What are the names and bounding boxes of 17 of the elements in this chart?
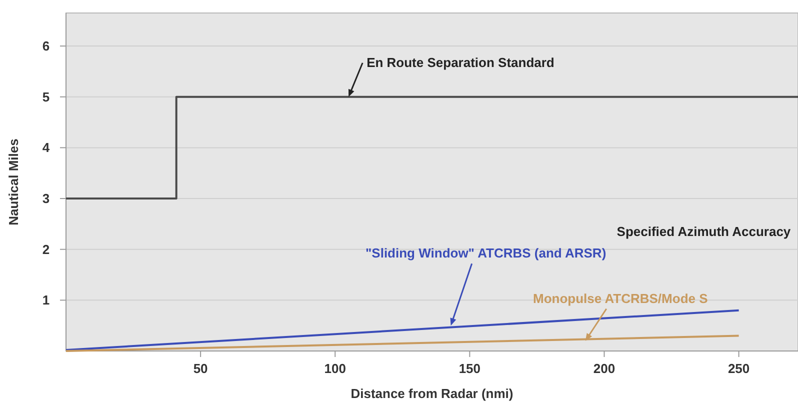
y-tick-label: 3 xyxy=(42,191,50,206)
y-tick-label: 4 xyxy=(42,140,50,156)
y-tick-label: 5 xyxy=(42,89,50,104)
x-tick-label: 150 xyxy=(458,361,481,376)
x-tick-label: 100 xyxy=(324,361,346,376)
y-tick-label: 6 xyxy=(42,38,50,54)
annotation: Specified Azimuth Accuracy xyxy=(616,224,792,240)
x-tick-label: 200 xyxy=(593,361,616,376)
y-axis-title: Nautical Miles xyxy=(6,138,21,226)
annotation: "Sliding Window" ATCRBS (and ARSR) xyxy=(366,246,606,261)
annotation: En Route Separation Standard xyxy=(366,54,554,70)
x-tick-label: 50 xyxy=(193,361,208,376)
annotation: Monopulse ATCRBS/Mode S xyxy=(533,290,708,306)
y-tick-label: 2 xyxy=(42,242,50,257)
x-axis-title: Distance from Radar (nmi) xyxy=(350,386,514,401)
y-tick-label: 1 xyxy=(42,292,50,308)
x-tick-label: 250 xyxy=(728,361,750,376)
